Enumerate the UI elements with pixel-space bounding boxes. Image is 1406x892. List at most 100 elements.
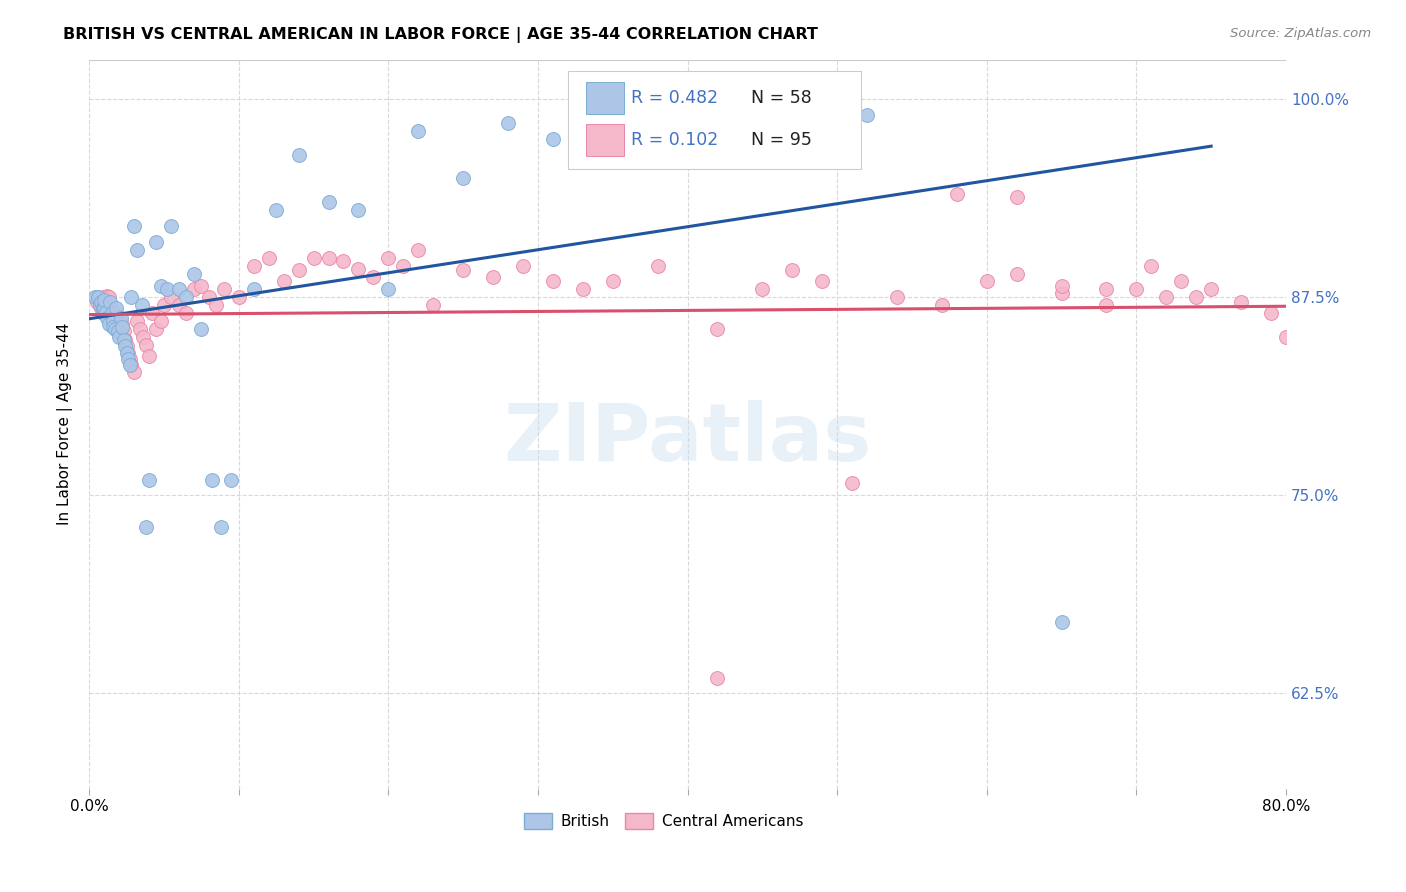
- Point: [1005, 267, 1028, 281]
- Point: [1395, 132, 1406, 146]
- Point: [946, 187, 969, 202]
- Point: [392, 259, 415, 273]
- Point: [212, 282, 235, 296]
- Point: [228, 290, 250, 304]
- Point: [1005, 190, 1028, 204]
- Point: [167, 298, 190, 312]
- Point: [112, 324, 135, 338]
- Point: [406, 243, 429, 257]
- Point: [976, 275, 998, 289]
- Point: [110, 326, 132, 341]
- Point: [132, 330, 155, 344]
- Point: [1230, 295, 1253, 310]
- Point: [110, 310, 132, 325]
- Point: [541, 132, 564, 146]
- Point: [107, 324, 129, 338]
- Point: [451, 263, 474, 277]
- Point: [89, 298, 111, 312]
- Point: [347, 203, 370, 218]
- Point: [1364, 124, 1386, 138]
- Point: [1050, 615, 1073, 629]
- Point: [111, 320, 134, 334]
- Point: [482, 269, 505, 284]
- Point: [512, 259, 534, 273]
- Point: [363, 269, 385, 284]
- Point: [176, 290, 198, 304]
- Point: [129, 322, 152, 336]
- Point: [96, 289, 118, 303]
- Point: [647, 259, 669, 273]
- Point: [602, 140, 624, 154]
- Point: [302, 251, 325, 265]
- Point: [190, 322, 212, 336]
- Point: [118, 352, 141, 367]
- Point: [87, 290, 110, 304]
- Text: ZIPatlas: ZIPatlas: [503, 400, 872, 477]
- Point: [1050, 279, 1073, 293]
- Point: [176, 306, 198, 320]
- Point: [84, 290, 107, 304]
- Point: [114, 333, 136, 347]
- Point: [841, 475, 863, 490]
- Text: N = 58: N = 58: [751, 89, 811, 107]
- Y-axis label: In Labor Force | Age 35-44: In Labor Force | Age 35-44: [58, 323, 73, 525]
- Point: [886, 290, 908, 304]
- Point: [318, 251, 340, 265]
- Point: [125, 243, 148, 257]
- Point: [1260, 306, 1282, 320]
- Point: [120, 359, 142, 373]
- Point: [287, 147, 309, 161]
- Point: [94, 304, 117, 318]
- Point: [451, 171, 474, 186]
- Point: [98, 298, 121, 312]
- Point: [91, 301, 114, 316]
- Point: [145, 322, 167, 336]
- Point: [780, 263, 803, 277]
- Point: [1156, 290, 1178, 304]
- Point: [111, 317, 134, 331]
- Point: [406, 124, 429, 138]
- Point: [96, 310, 118, 325]
- Point: [117, 345, 139, 359]
- Point: [751, 282, 773, 296]
- Point: [183, 267, 205, 281]
- Point: [1275, 330, 1298, 344]
- Point: [100, 306, 122, 320]
- Point: [86, 295, 108, 310]
- FancyBboxPatch shape: [568, 70, 860, 169]
- Point: [347, 261, 370, 276]
- Point: [138, 349, 160, 363]
- Point: [118, 359, 141, 373]
- Point: [931, 298, 953, 312]
- Point: [97, 317, 120, 331]
- Point: [264, 203, 287, 218]
- Point: [125, 314, 148, 328]
- Text: N = 95: N = 95: [751, 131, 811, 149]
- Point: [160, 219, 183, 233]
- Point: [287, 263, 309, 277]
- Point: [572, 282, 595, 296]
- Point: [377, 251, 399, 265]
- Point: [209, 520, 232, 534]
- Point: [122, 365, 145, 379]
- Text: BRITISH VS CENTRAL AMERICAN IN LABOR FORCE | AGE 35-44 CORRELATION CHART: BRITISH VS CENTRAL AMERICAN IN LABOR FOR…: [63, 27, 818, 43]
- Point: [190, 279, 212, 293]
- Point: [107, 314, 129, 328]
- Point: [141, 306, 163, 320]
- Point: [377, 282, 399, 296]
- Point: [242, 259, 264, 273]
- Point: [122, 219, 145, 233]
- Point: [105, 308, 128, 322]
- Point: [94, 298, 117, 312]
- Point: [841, 132, 863, 146]
- Point: [112, 333, 135, 347]
- Point: [114, 339, 136, 353]
- Point: [153, 298, 176, 312]
- Point: [1334, 140, 1357, 154]
- Point: [1185, 290, 1208, 304]
- Point: [205, 298, 228, 312]
- Point: [496, 116, 519, 130]
- Point: [105, 301, 128, 316]
- Point: [93, 290, 115, 304]
- Point: [115, 345, 138, 359]
